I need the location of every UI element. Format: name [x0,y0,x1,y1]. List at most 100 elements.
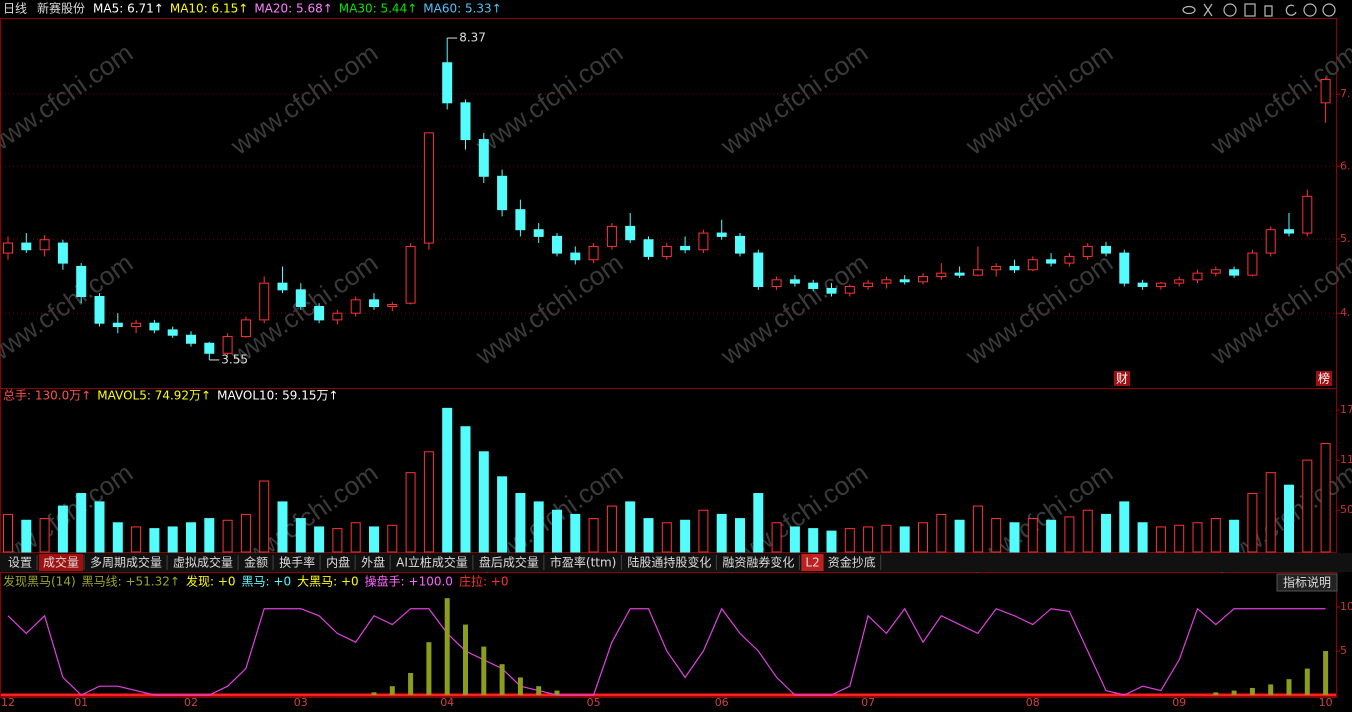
tab[interactable]: AI立桩成交量 [392,554,474,571]
candle-body [625,225,636,241]
candle-body [314,306,325,321]
volume-bar [131,526,142,553]
volume-bar [497,476,508,553]
icon-eye[interactable] [1182,5,1196,15]
toolbar-icons[interactable] [1182,3,1336,17]
volume-bar [332,528,343,553]
candle-body [1265,229,1276,254]
tab-label[interactable]: 内盘 [326,555,350,570]
tab[interactable]: 金额 [240,554,274,571]
icon-play[interactable] [1223,3,1237,17]
tab-label[interactable]: 资金抄底 [828,555,876,570]
tab-label[interactable]: 市盈率(ttm) [550,555,616,570]
tab-label[interactable]: 多周期成交量 [90,555,162,570]
volume-bar [1009,522,1020,553]
candle-body [643,239,654,257]
indicator-button[interactable]: 指标说明 [1283,575,1331,590]
tab-bg[interactable] [240,554,273,571]
volume-bar [112,522,123,553]
tab[interactable]: 成交量 [39,554,85,571]
candle-body [716,232,727,237]
legend-item: MAVOL10: 59.15万↑ [217,389,338,403]
volume-bar [1265,472,1276,553]
tab-label[interactable]: 成交量 [43,555,79,570]
tab-label[interactable]: 盘后成交量 [479,555,539,570]
x-tick-label: 10 [1319,696,1333,708]
tab-bg[interactable] [275,554,320,571]
volume-bar [442,407,453,553]
indicator-frame [0,572,1337,698]
tab[interactable]: 内盘 [322,554,356,571]
tab[interactable]: 资金抄底 [823,554,882,571]
tab-bg[interactable] [86,554,167,571]
tab-bg[interactable] [545,554,621,571]
candle-body [76,265,87,298]
icon-hand[interactable] [1264,5,1273,17]
tab-bg[interactable] [623,554,716,571]
x-tick-label: 02 [184,696,198,708]
tab[interactable]: 外盘 [357,554,391,571]
tab-label[interactable]: 设置 [8,556,32,570]
tab-label[interactable]: 换手率 [279,555,315,570]
tab[interactable]: 融资融券变化 [718,554,800,571]
candle-body [1174,279,1185,284]
tab-label[interactable]: AI立桩成交量 [396,555,468,570]
legend-item: 发现黑马(14) [3,574,76,589]
candle-body [478,139,489,177]
icon-undo[interactable] [1285,4,1297,16]
candle-body [131,322,142,328]
indicator-bar [499,664,505,695]
tab[interactable]: 多周期成交量 [86,554,168,571]
tab-label[interactable]: 陆股通持股变化 [627,555,711,570]
candle-body [1064,255,1075,264]
candle-body [167,329,178,336]
tab-bg[interactable] [801,554,824,571]
legend-item: MA5: 6.71↑ [93,2,164,16]
tab-label[interactable]: 虚拟成交量 [173,555,233,570]
badge: 财 [1116,372,1128,386]
volume-bar [881,524,892,553]
legend-item: 发现: +0 [186,574,236,589]
icon-export[interactable] [1244,3,1256,17]
tab-bg[interactable] [357,554,390,571]
tab-bg[interactable] [169,554,238,571]
tab-label[interactable]: 融资融券变化 [722,555,794,570]
tab-bg[interactable] [39,554,84,571]
tab-bg[interactable] [392,554,472,571]
tab-bg[interactable] [322,554,355,571]
tab[interactable]: 设置 [4,554,38,571]
candle-body [552,235,562,254]
x-tick-label: 05 [587,696,601,708]
candle-body [918,275,928,283]
candle-body [39,239,50,251]
tab[interactable]: L2 [801,554,824,571]
y-tick-label: 10 [1340,600,1352,613]
volume-bar [1284,484,1294,553]
candle-body [460,102,471,141]
volume-bar [735,518,745,553]
volume-bar [369,526,379,553]
legend-item: 总手: 130.0万↑ [3,389,91,403]
tab[interactable]: 换手率 [275,554,321,571]
tab-bg[interactable] [823,554,880,571]
tab[interactable]: 市盈率(ttm) [545,554,622,571]
tab-label[interactable]: 金额 [244,555,268,570]
x-tick-label: 01 [74,696,88,708]
indicator-bar [1249,687,1255,695]
candle-body [789,279,800,284]
tab-label[interactable]: L2 [805,556,819,570]
tab-bg[interactable] [4,554,37,571]
icon-zoom-in[interactable] [1303,3,1317,17]
y-tick-label: 11 [1340,453,1352,466]
icon-cut[interactable] [1203,3,1213,17]
tab-label[interactable]: 外盘 [361,555,385,570]
volume-bar [387,524,398,553]
tab-bg[interactable] [474,554,543,571]
button-bg[interactable] [1276,573,1338,592]
icon-zoom-out[interactable] [1322,3,1336,17]
x-tick-label: 04 [440,696,454,708]
tab[interactable]: 盘后成交量 [474,554,545,571]
tab-bg[interactable] [718,554,799,571]
tab[interactable]: 陆股通持股变化 [623,554,717,571]
tab[interactable]: 虚拟成交量 [169,554,239,571]
